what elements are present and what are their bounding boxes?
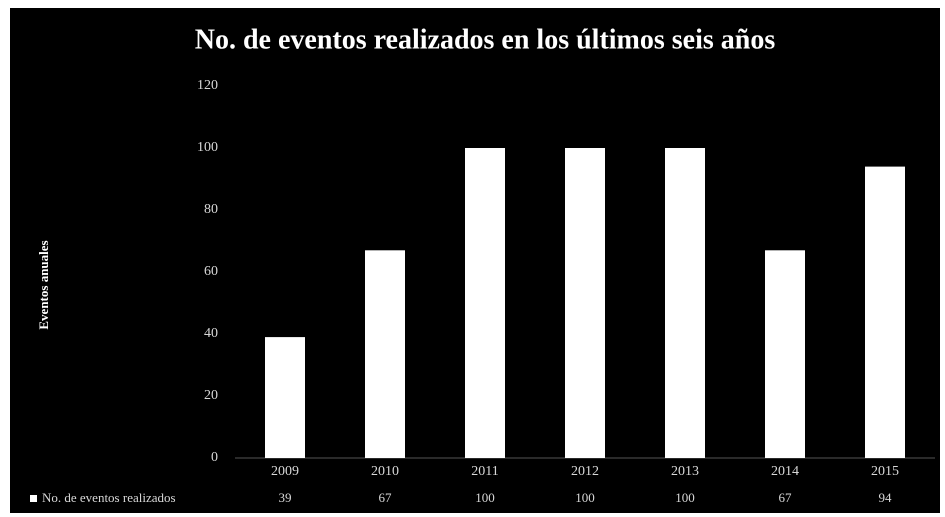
data-table-value: 100 xyxy=(475,490,495,505)
y-tick-label: 40 xyxy=(204,326,218,341)
legend-label: No. de eventos realizados xyxy=(42,490,176,505)
x-tick-label: 2010 xyxy=(371,464,399,479)
x-tick-label: 2014 xyxy=(771,464,799,479)
data-table-value: 67 xyxy=(379,490,393,505)
chart-title: No. de eventos realizados en los últimos… xyxy=(195,24,776,55)
x-tick-label: 2013 xyxy=(671,464,699,479)
y-tick-label: 20 xyxy=(204,388,218,403)
y-axis-label: Eventos anuales xyxy=(36,240,51,329)
data-table-value: 39 xyxy=(279,490,292,505)
y-tick-label: 120 xyxy=(197,78,218,93)
x-tick-label: 2011 xyxy=(471,464,498,479)
y-tick-label: 60 xyxy=(204,264,218,279)
y-tick-label: 0 xyxy=(211,450,218,465)
x-tick-label: 2015 xyxy=(871,464,899,479)
data-table-value: 67 xyxy=(779,490,793,505)
bar xyxy=(865,166,905,458)
data-table-value: 100 xyxy=(575,490,595,505)
bar xyxy=(465,148,505,458)
bar xyxy=(665,148,705,458)
bar xyxy=(265,337,305,458)
y-tick-label: 100 xyxy=(197,140,218,155)
data-table-value: 100 xyxy=(675,490,695,505)
bar xyxy=(765,250,805,458)
legend-marker xyxy=(30,495,37,502)
data-table-value: 94 xyxy=(879,490,893,505)
x-tick-label: 2009 xyxy=(271,464,299,479)
y-tick-label: 80 xyxy=(204,202,218,217)
bar xyxy=(565,148,605,458)
bar xyxy=(365,250,405,458)
x-tick-label: 2012 xyxy=(571,464,599,479)
